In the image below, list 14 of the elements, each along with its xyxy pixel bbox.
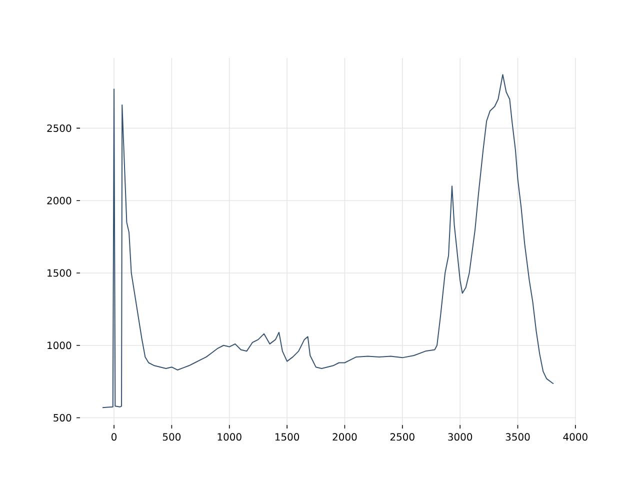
x-tick-label: 2000 bbox=[332, 433, 357, 441]
y-tick-label: 1000 bbox=[48, 342, 72, 350]
y-tick-label: 2500 bbox=[47, 124, 72, 132]
x-tick-label: 500 bbox=[162, 433, 181, 441]
y-tick-label: 1500 bbox=[48, 269, 72, 277]
x-tick-label: 3500 bbox=[506, 433, 530, 441]
x-tick-label: 3000 bbox=[448, 433, 472, 441]
x-tick-label: 2500 bbox=[390, 433, 414, 441]
x-tick-label: 0 bbox=[112, 433, 117, 441]
y-tick-label: 2000 bbox=[47, 196, 72, 204]
x-tick-label: 1000 bbox=[218, 433, 242, 441]
x-tick-label: 4000 bbox=[563, 433, 588, 441]
y-tick-label: 500 bbox=[54, 414, 72, 422]
x-tick-label: 1500 bbox=[275, 433, 300, 441]
